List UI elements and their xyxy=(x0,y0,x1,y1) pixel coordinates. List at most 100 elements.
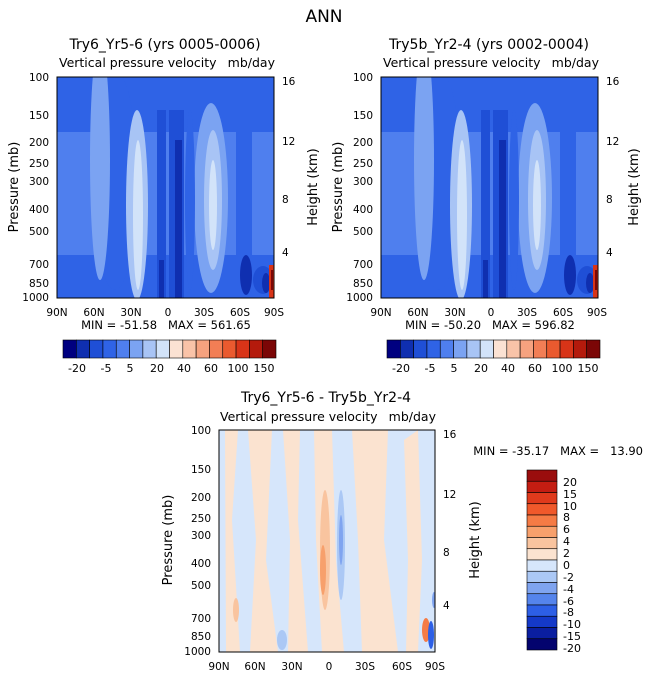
left-colorbar-label: 5 xyxy=(127,362,134,375)
colorbar-swatch xyxy=(526,469,558,482)
right-min-max: MIN = -50.20 MAX = 596.82 xyxy=(405,318,575,332)
page-title: ANN xyxy=(305,7,342,27)
colorbar-swatch xyxy=(546,339,561,359)
diff-colorbar-label: 6 xyxy=(563,523,570,536)
diff-x-tick: 0 xyxy=(326,661,333,673)
left-colorbar-label: 20 xyxy=(150,362,164,375)
diff-colorbar-label: 4 xyxy=(563,535,570,548)
left-x-tick: 90S xyxy=(264,307,284,319)
right-x-tick: 30N xyxy=(444,307,465,319)
left-y-axis-label: Pressure (mb) xyxy=(7,142,22,233)
colorbar-swatch xyxy=(526,503,558,516)
colorbar-swatch xyxy=(526,570,558,583)
left-colorbar-labels: -20 -5 5 20 40 60 100 150 xyxy=(68,362,274,375)
left-y-tick: 100 xyxy=(29,72,49,84)
right-colorbar-label: 20 xyxy=(474,362,488,375)
left-colorbar xyxy=(62,339,277,359)
colorbar-swatch xyxy=(89,339,104,359)
colorbar-swatch xyxy=(426,339,441,359)
colorbar-swatch xyxy=(526,615,558,628)
colorbar-swatch xyxy=(262,339,277,359)
right-y-tick: 150 xyxy=(353,110,373,122)
colorbar-swatch xyxy=(182,339,197,359)
left-colorbar-label: 100 xyxy=(228,362,249,375)
colorbar-swatch xyxy=(155,339,170,359)
diff-y-tick: 200 xyxy=(191,492,211,504)
left-panel: Try6_Yr5-6 (yrs 0005-0006) Vertical pres… xyxy=(7,37,321,375)
left-y-tick: 150 xyxy=(29,110,49,122)
left-x-tick: 30S xyxy=(194,307,214,319)
colorbar-swatch xyxy=(169,339,184,359)
right-y-tick: 200 xyxy=(353,137,373,149)
left-height-tick: 8 xyxy=(282,194,289,206)
right-y-tick: 400 xyxy=(353,204,373,216)
colorbar-swatch xyxy=(526,548,558,561)
colorbar-swatch xyxy=(453,339,468,359)
diff-colorbar-label: 2 xyxy=(563,547,570,560)
diff-colorbar-label: 8 xyxy=(563,511,570,524)
left-x-tick: 60S xyxy=(230,307,250,319)
diff-x-ticks: 90N 60N 30N 0 30S 60S 90S xyxy=(208,661,445,673)
diff-colorbar-label: 15 xyxy=(563,488,577,501)
right-x-tick: 30S xyxy=(517,307,537,319)
right-height-tick: 8 xyxy=(606,194,613,206)
colorbar-swatch xyxy=(386,339,401,359)
left-colorbar-label: 60 xyxy=(204,362,218,375)
right-height-tick: 4 xyxy=(606,247,613,259)
diff-height-tick: 16 xyxy=(443,429,457,441)
left-y-tick: 200 xyxy=(29,137,49,149)
colorbar-swatch xyxy=(519,339,534,359)
colorbar-swatch xyxy=(222,339,237,359)
right-panel: Try5b_Yr2-4 (yrs 0002-0004) Vertical pre… xyxy=(331,37,642,375)
colorbar-swatch xyxy=(526,593,558,606)
colorbar-swatch xyxy=(526,480,558,493)
right-x-tick: 90S xyxy=(587,307,607,319)
diff-y-tick: 850 xyxy=(191,631,211,643)
right-panel-units: mb/day xyxy=(552,55,600,70)
right-y-tick: 500 xyxy=(353,226,373,238)
right-colorbar-label: 60 xyxy=(528,362,542,375)
diff-height-tick: 12 xyxy=(443,489,456,501)
diff-y-tick: 1000 xyxy=(184,646,211,658)
colorbar-swatch xyxy=(573,339,587,359)
left-y-tick: 300 xyxy=(29,176,49,188)
left-x-tick: 90N xyxy=(46,307,67,319)
right-y-tick: 700 xyxy=(353,259,373,271)
diff-height-tick: 4 xyxy=(443,600,450,612)
diff-x-tick: 30S xyxy=(355,661,375,673)
diff-right-ticks: 16 12 8 4 xyxy=(443,429,457,612)
diff-x-tick: 60N xyxy=(244,661,265,673)
left-colorbar-label: -5 xyxy=(101,362,112,375)
colorbar-swatch xyxy=(115,339,130,359)
colorbar-swatch xyxy=(76,339,90,359)
colorbar-swatch xyxy=(526,627,558,640)
diff-min-max: MIN = -35.17 MAX = 13.90 xyxy=(473,444,643,458)
colorbar-swatch xyxy=(129,339,144,359)
right-colorbar-label: 40 xyxy=(501,362,515,375)
colorbar-swatch xyxy=(142,339,157,359)
right-x-tick: 60N xyxy=(407,307,428,319)
diff-x-tick: 90S xyxy=(425,661,445,673)
diff-colorbar-label: -2 xyxy=(563,571,574,584)
right-colorbar-label: -5 xyxy=(425,362,436,375)
diff-colorbar-label: 0 xyxy=(563,559,570,572)
left-x-tick: 0 xyxy=(165,307,172,319)
diff-y-tick: 300 xyxy=(191,530,211,542)
colorbar-swatch xyxy=(586,339,601,359)
diff-y-tick: 500 xyxy=(191,580,211,592)
colorbar-swatch xyxy=(400,339,414,359)
right-x-tick: 90N xyxy=(370,307,391,319)
diff-y-tick: 150 xyxy=(191,464,211,476)
left-x-tick: 60N xyxy=(83,307,104,319)
left-height-tick: 16 xyxy=(282,76,296,88)
colorbar-swatch xyxy=(526,582,558,595)
diff-x-tick: 30N xyxy=(281,661,302,673)
diff-colorbar-label: 10 xyxy=(563,500,577,513)
left-contour-field xyxy=(57,77,274,298)
left-right-ticks: 16 12 8 4 xyxy=(282,76,296,259)
colorbar-swatch xyxy=(102,339,117,359)
diff-colorbar-label: -15 xyxy=(563,630,581,643)
left-panel-title: Try6_Yr5-6 (yrs 0005-0006) xyxy=(68,37,260,53)
right-x-tick: 0 xyxy=(488,307,495,319)
